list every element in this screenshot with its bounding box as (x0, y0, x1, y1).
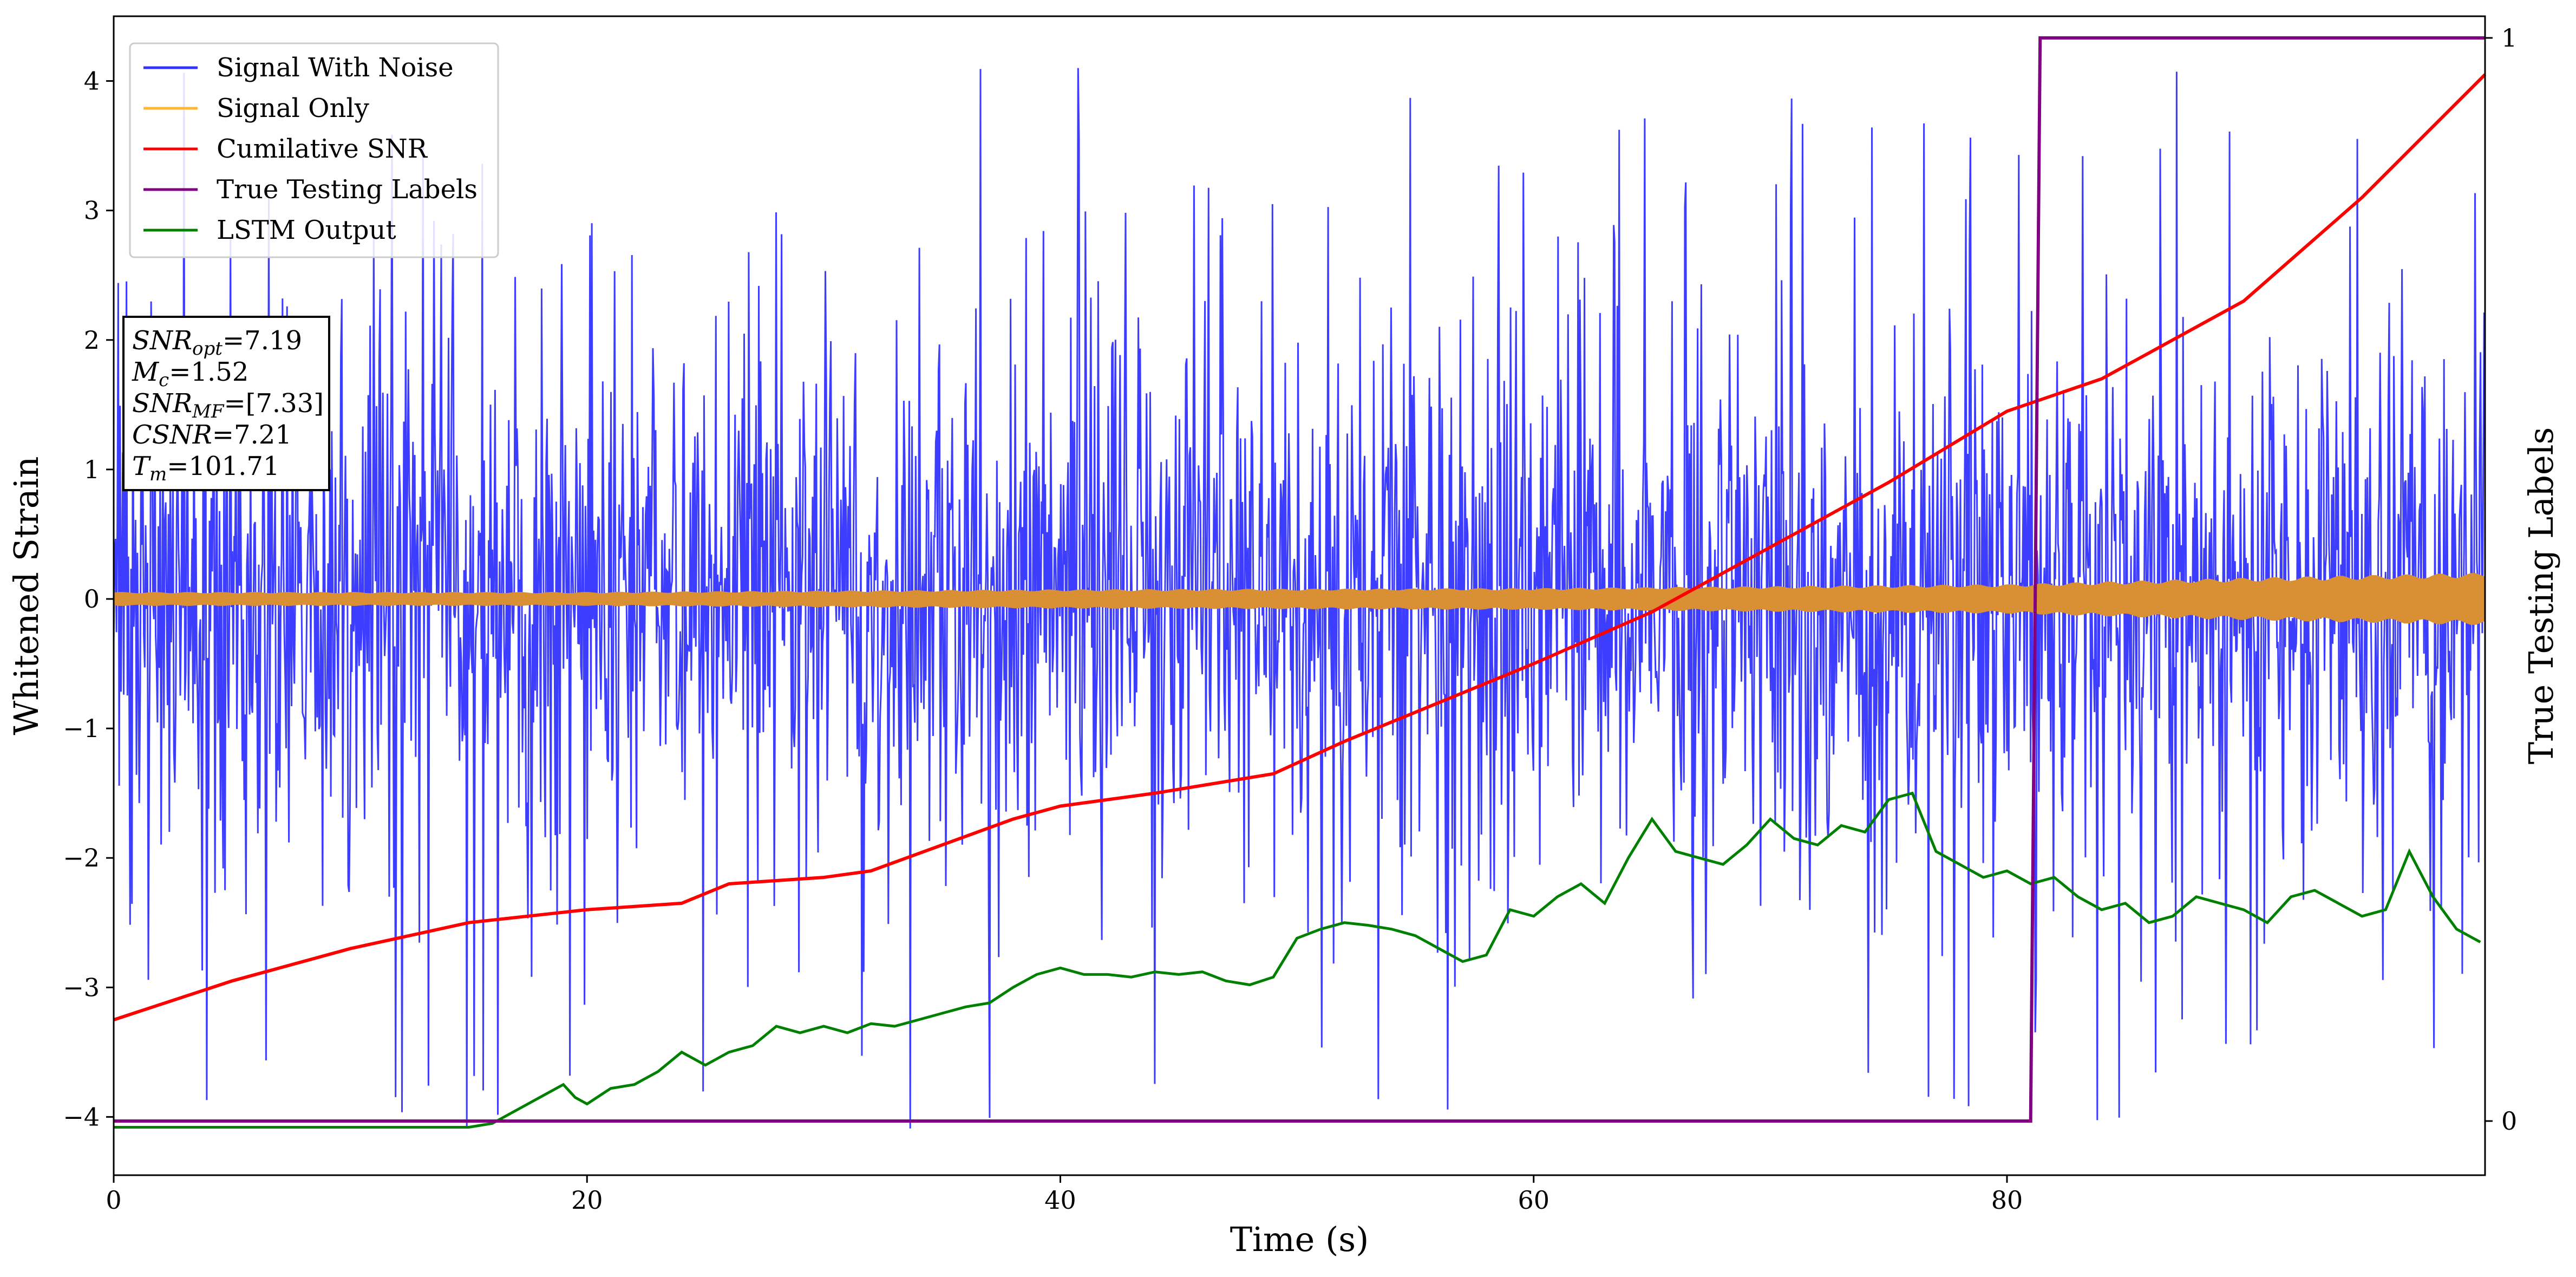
legend-label: Signal With Noise (217, 53, 454, 83)
cumilative-snr-line (113, 73, 2487, 1021)
annotation-line: Mc=1.52 (132, 357, 249, 391)
legend-label: LSTM Output (217, 215, 396, 245)
y-tick-label: −1 (63, 714, 100, 743)
annotation-line: SNRMF=[7.33] (132, 388, 324, 422)
y-tick-label: −2 (63, 843, 100, 872)
y-right-tick-label: 0 (2501, 1106, 2517, 1136)
y-tick-label: −3 (63, 973, 100, 1002)
x-tick-label: 0 (106, 1185, 121, 1215)
legend-label: True Testing Labels (217, 174, 478, 205)
x-tick-label: 40 (1044, 1185, 1076, 1215)
y-right-tick-label: 1 (2501, 23, 2517, 53)
parameters-annotation: SNRopt=7.19Mc=1.52SNRMF=[7.33]CSNR=7.21T… (122, 316, 330, 491)
legend-label: Cumilative SNR (217, 134, 428, 164)
y-tick-label: 2 (84, 325, 100, 355)
y-right-axis-title: True Testing Labels (2521, 427, 2561, 765)
plot-frame (113, 15, 2486, 1176)
y-tick-label: −4 (63, 1102, 100, 1131)
x-tick-label: 80 (1991, 1185, 2023, 1215)
signal-with-noise-line (113, 68, 2486, 1129)
y-tick-label: 4 (84, 67, 100, 96)
x-tick-label: 60 (1518, 1185, 1549, 1215)
line-series-layer (113, 36, 2487, 1129)
true-testing-labels-line (114, 36, 2485, 1123)
annotation-line: Tm=101.71 (132, 451, 279, 485)
annotation-box (122, 316, 330, 491)
y-tick-label: 1 (84, 455, 100, 484)
lstm-output-line (114, 791, 2481, 1129)
x-tick-label: 20 (571, 1185, 603, 1215)
annotation-line: CSNR=7.21 (132, 420, 292, 450)
x-axis-title: Time (s) (1230, 1220, 1369, 1259)
y-tick-label: 3 (84, 196, 100, 225)
legend-label: Signal Only (217, 93, 369, 123)
y-axis-title: Whitened Strain (6, 457, 46, 735)
annotation-line: SNRopt=7.19 (132, 325, 302, 360)
legend: Signal With Noise Signal Only Cumilative S… (129, 42, 499, 258)
y-tick-label: 0 (84, 584, 100, 614)
legend-box (129, 42, 499, 258)
